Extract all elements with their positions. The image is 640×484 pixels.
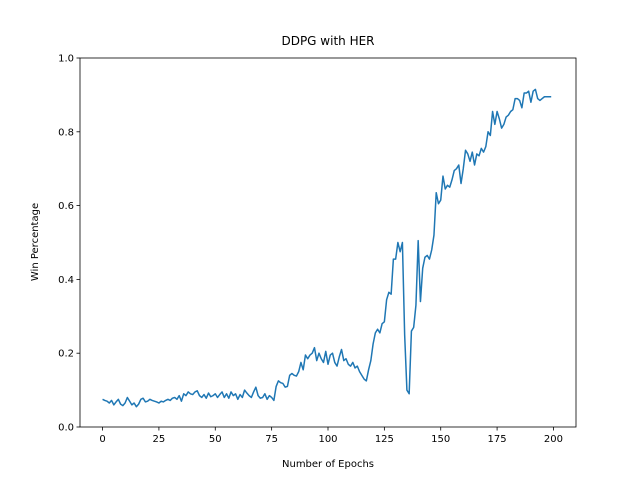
x-axis-label: Number of Epochs xyxy=(282,459,374,470)
x-tick-label: 150 xyxy=(431,434,450,445)
y-tick-label: 0.6 xyxy=(58,201,74,212)
y-axis-label: Win Percentage xyxy=(30,203,41,281)
chart-title: DDPG with HER xyxy=(281,34,374,48)
x-tick-label: 200 xyxy=(544,434,563,445)
x-tick-label: 175 xyxy=(488,434,507,445)
x-tick-label: 25 xyxy=(153,434,166,445)
y-tick-label: 0.4 xyxy=(58,275,74,286)
plot-frame xyxy=(79,57,577,428)
y-tick-label: 0.2 xyxy=(58,349,74,360)
y-tick-label: 0.8 xyxy=(58,127,74,138)
y-tick-label: 1.0 xyxy=(58,54,74,65)
x-tick-label: 75 xyxy=(265,434,278,445)
data-line xyxy=(102,88,552,408)
x-tick-label: 125 xyxy=(375,434,394,445)
x-tick-label: 100 xyxy=(318,434,337,445)
x-tick-label: 0 xyxy=(99,434,105,445)
y-tick-label: 0.0 xyxy=(58,423,74,434)
x-tick-label: 50 xyxy=(209,434,222,445)
